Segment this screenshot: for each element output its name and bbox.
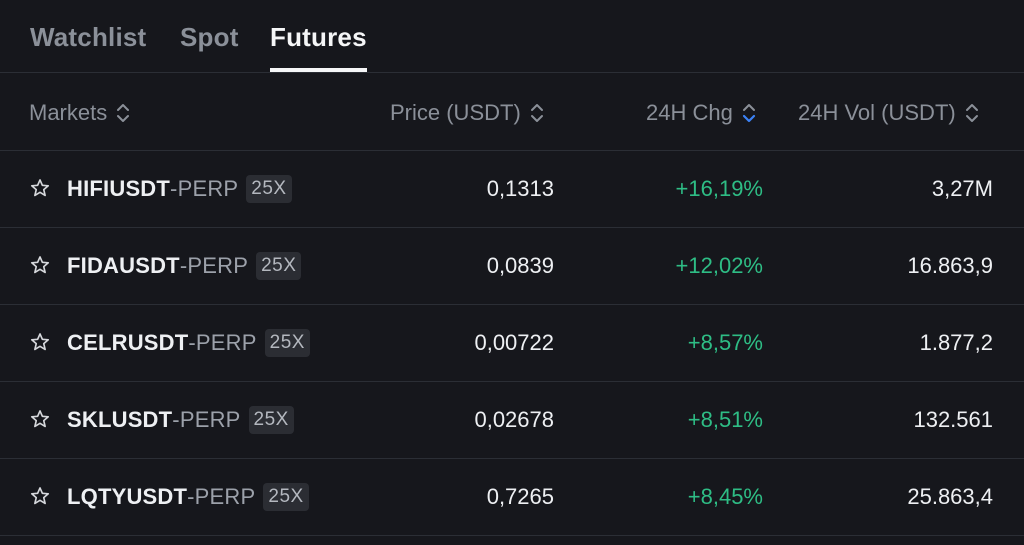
market-symbol: FIDAUSDT -PERP 25X (67, 252, 302, 280)
markets-column-header[interactable]: Markets (29, 99, 130, 127)
symbol-suffix: -PERP (188, 330, 257, 355)
last-price: 0,0839 (486, 253, 554, 278)
market-row[interactable]: HIFIUSDT -PERP 25X 0,1313 +16,19% 3,27M (0, 151, 1024, 228)
tab-futures[interactable]: Futures (270, 22, 367, 52)
price-header-label: Price (USDT) (390, 100, 521, 125)
symbol-base: LQTYUSDT (67, 484, 188, 509)
market-row[interactable]: LQTYUSDT -PERP 25X 0,7265 +8,45% 25.863,4 (0, 459, 1024, 536)
volume-24h: 25.863,4 (907, 484, 993, 509)
star-icon[interactable] (29, 177, 51, 199)
volume-header-label: 24H Vol (USDT) (798, 100, 956, 125)
symbol-base: CELRUSDT (67, 330, 189, 355)
change-header-label: 24H Chg (646, 100, 733, 125)
symbol-base: FIDAUSDT (67, 253, 180, 278)
tab-watchlist[interactable]: Watchlist (30, 22, 147, 52)
tab-spot[interactable]: Spot (180, 22, 239, 52)
star-icon[interactable] (29, 254, 51, 276)
leverage-badge: 25X (264, 329, 310, 357)
market-row[interactable]: FIDAUSDT -PERP 25X 0,0839 +12,02% 16.863,… (0, 228, 1024, 305)
market-symbol: LQTYUSDT -PERP 25X (67, 483, 309, 511)
change-24h: +8,57% (687, 330, 763, 355)
volume-24h: 1.877,2 (919, 330, 993, 355)
price-column-header[interactable]: Price (USDT) (390, 99, 544, 127)
change-24h: +8,51% (687, 407, 763, 432)
sort-icon (117, 104, 130, 122)
leverage-badge: 25X (256, 252, 302, 280)
sort-icon (530, 104, 543, 122)
market-row[interactable]: CELRUSDT -PERP 25X 0,00722 +8,57% 1.877,2 (0, 305, 1024, 382)
leverage-badge: 25X (263, 483, 309, 511)
symbol-suffix: -PERP (187, 484, 256, 509)
leverage-badge: 25X (248, 406, 294, 434)
active-tab-indicator (270, 68, 367, 72)
markets-header-label: Markets (29, 100, 108, 125)
volume-24h: 132.561 (913, 407, 993, 432)
market-row[interactable]: SKLUSDT -PERP 25X 0,02678 +8,51% 132.561 (0, 382, 1024, 459)
change-24h: +12,02% (675, 253, 763, 278)
market-tabs: Watchlist Spot Futures (0, 0, 1024, 73)
leverage-badge: 25X (246, 175, 292, 203)
last-price: 0,7265 (486, 484, 554, 509)
sort-descending-icon (742, 104, 755, 123)
symbol-suffix: -PERP (170, 176, 239, 201)
change-24h: +8,45% (687, 484, 763, 509)
symbol-base: HIFIUSDT (67, 176, 171, 201)
volume-column-header[interactable]: 24H Vol (USDT) (798, 99, 979, 127)
market-symbol: SKLUSDT -PERP 25X (67, 406, 294, 434)
star-icon[interactable] (29, 485, 51, 507)
change-24h: +16,19% (675, 176, 763, 201)
market-symbol: CELRUSDT -PERP 25X (67, 329, 310, 357)
volume-24h: 3,27M (931, 176, 993, 201)
volume-24h: 16.863,9 (907, 253, 993, 278)
symbol-suffix: -PERP (172, 407, 241, 432)
star-icon[interactable] (29, 408, 51, 430)
star-icon[interactable] (29, 331, 51, 353)
sort-icon (965, 104, 978, 122)
column-header: Markets Price (USDT) 24H Chg 24H Vol (US… (0, 73, 1024, 151)
last-price: 0,02678 (474, 407, 554, 432)
market-symbol: HIFIUSDT -PERP 25X (67, 175, 292, 203)
symbol-base: SKLUSDT (67, 407, 173, 432)
last-price: 0,00722 (474, 330, 554, 355)
last-price: 0,1313 (486, 176, 554, 201)
symbol-suffix: -PERP (179, 253, 249, 278)
change-column-header[interactable]: 24H Chg (646, 99, 756, 127)
